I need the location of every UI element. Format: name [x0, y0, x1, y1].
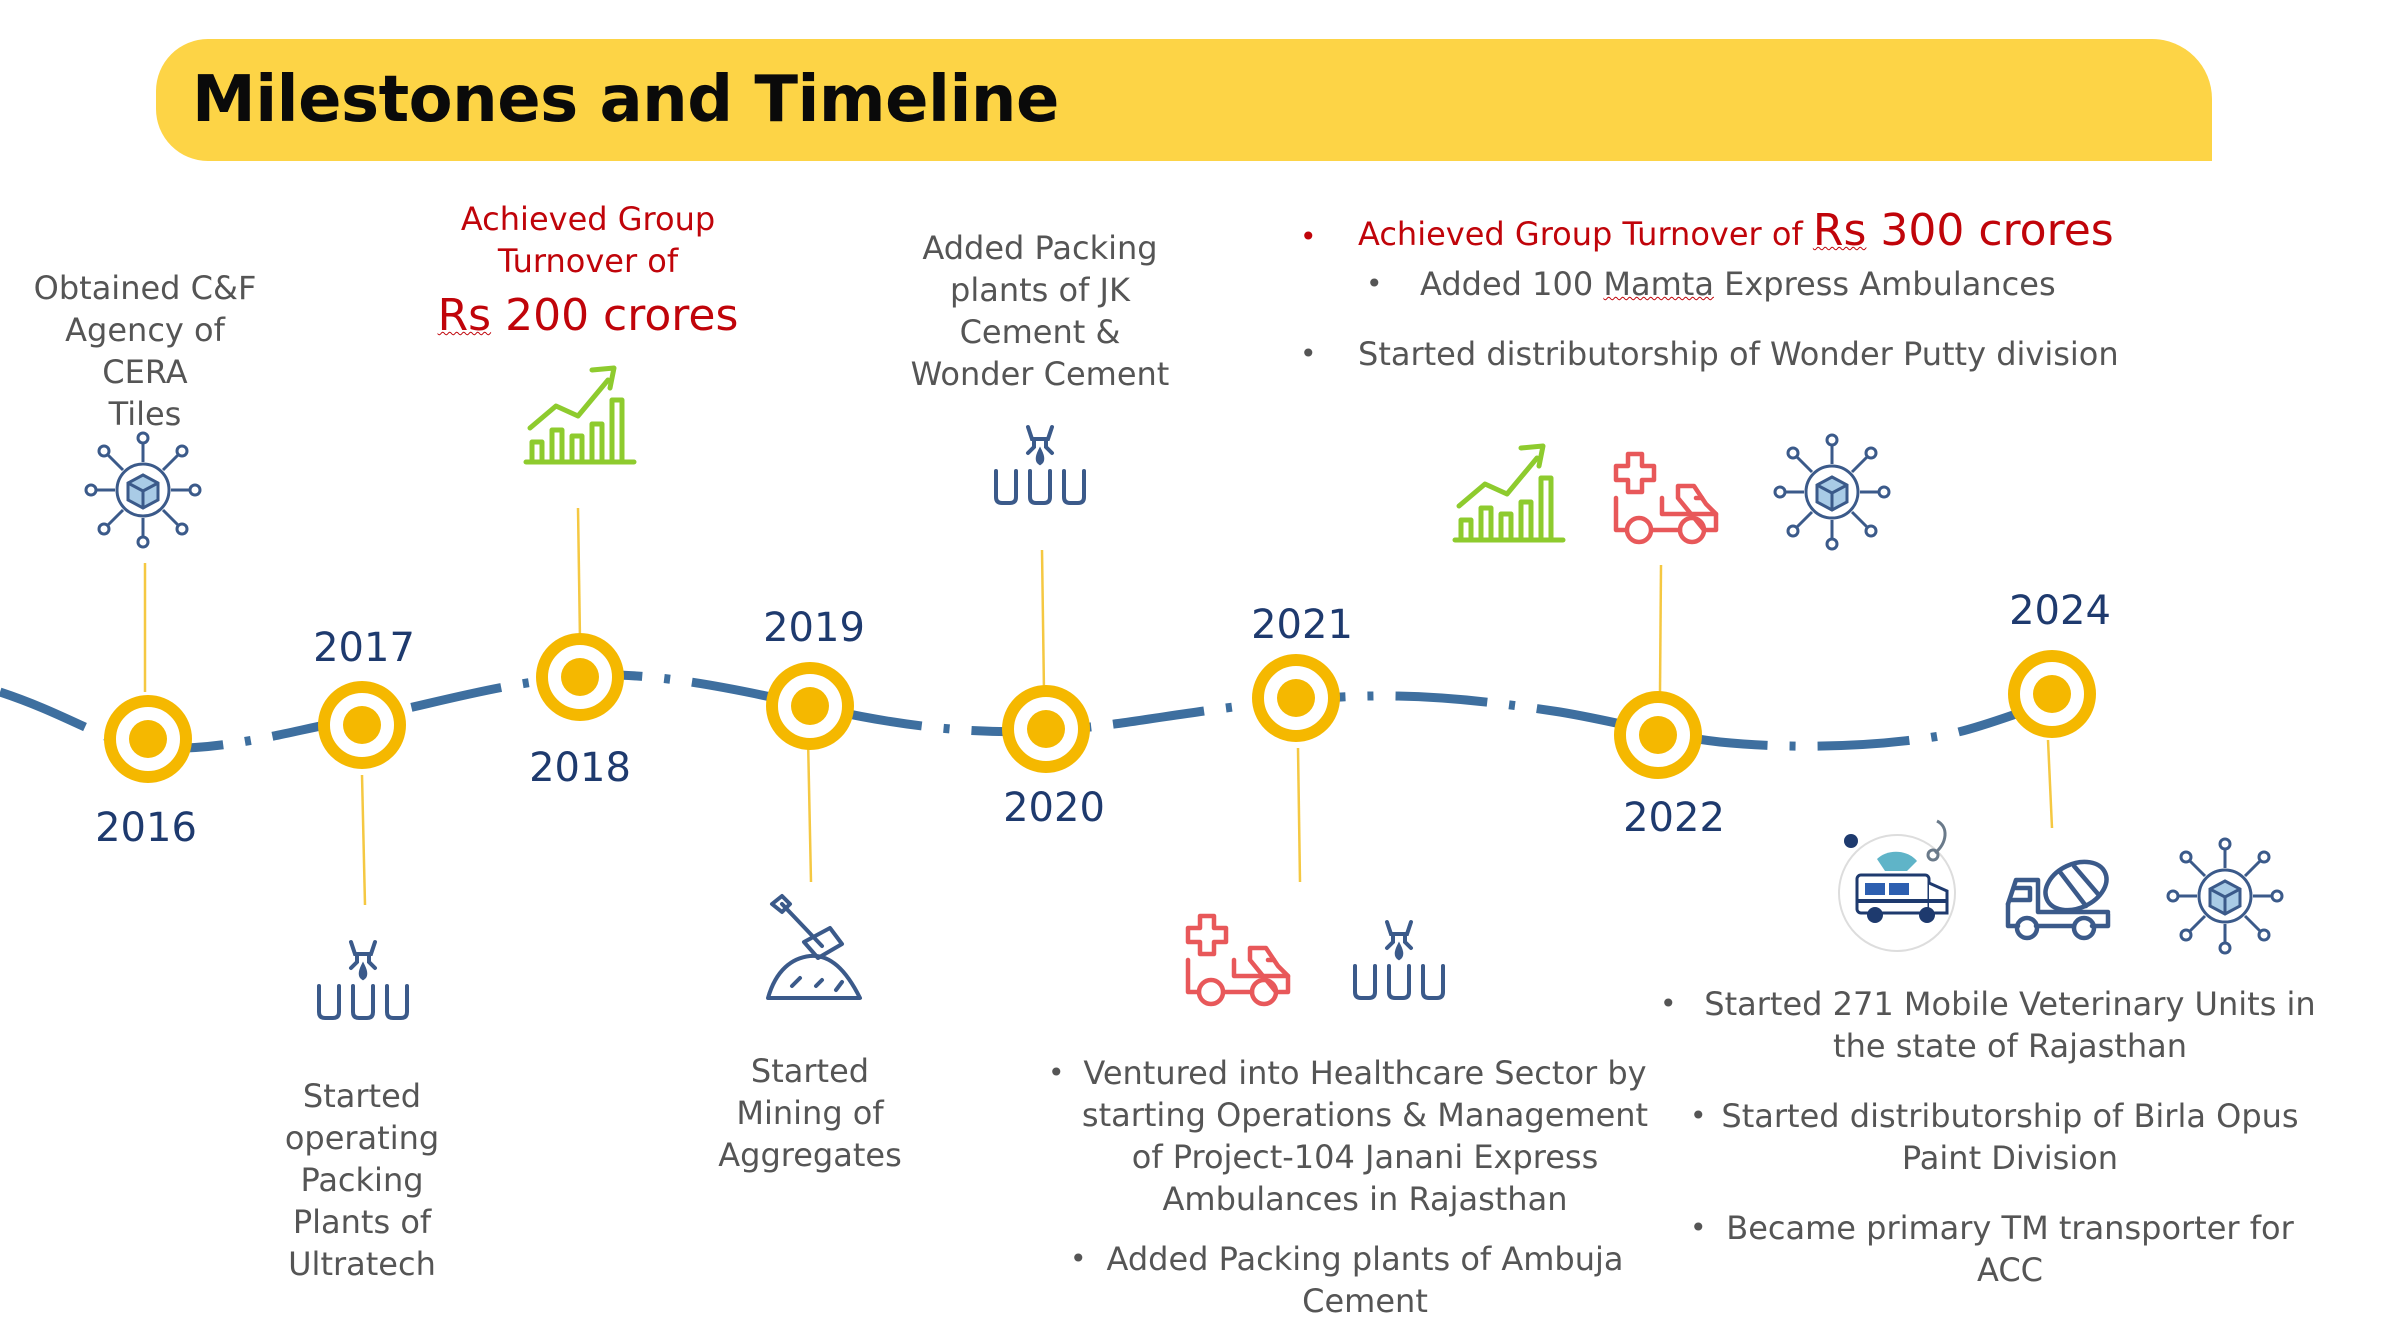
connector-2021	[1296, 747, 1302, 883]
year-label-2020: 2020	[1003, 785, 1105, 831]
year-label-2021: 2021	[1251, 602, 1353, 648]
page-title: Milestones and Timeline	[192, 63, 1059, 137]
node-2016	[104, 695, 192, 783]
list-item: • Started distributorship of Birla Opus …	[1690, 1097, 2299, 1177]
node-2019	[766, 662, 854, 750]
node-2017	[318, 681, 406, 769]
list-item: • Started 271 Mobile Veterinary Units in…	[1660, 985, 2316, 1065]
node-2020	[1002, 685, 1090, 773]
milestone-2024-list: • Started 271 Mobile Veterinary Units in…	[1660, 983, 2340, 1291]
milestone-2016-caption: Obtained C&F Agency of CERA Tiles	[33, 269, 257, 433]
node-2021	[1252, 654, 1340, 742]
list-item: • Added 100 Achieved Group Turnover of R…	[1300, 205, 2114, 256]
node-2024	[2008, 650, 2096, 738]
mining-shovel-icon: LINE	[766, 894, 862, 1000]
packing-plant-icon	[1353, 920, 1445, 1000]
list-item: • Ventured into Healthcare Sector by sta…	[1048, 1054, 1649, 1218]
year-label-2016: 2016	[95, 805, 197, 851]
connector-2020	[1040, 549, 1046, 693]
node-2018	[536, 633, 624, 721]
growth-chart-icon	[523, 365, 637, 465]
milestone-2020-caption: Added Packing plants of JK Cement & Wond…	[910, 229, 1170, 393]
connector-2019	[806, 737, 813, 883]
milestone-2018-caption: Achieved Group Turnover of Rs 200 crores	[437, 200, 739, 341]
veterinary-van-icon	[1838, 819, 1956, 952]
mixer-truck-icon	[2005, 859, 2111, 941]
milestone-2022-list: • Added 100 Achieved Group Turnover of R…	[1300, 205, 2120, 375]
list-item: • Added Packing plants of Ambuja Cement	[1070, 1240, 1624, 1320]
year-label-2022: 2022	[1623, 795, 1725, 841]
packing-plant-icon	[317, 940, 409, 1020]
milestone-2019-caption: Started Mining of Aggregates	[718, 1052, 902, 1174]
year-label-2017: 2017	[313, 625, 415, 671]
year-label-2024: 2024	[2009, 588, 2111, 634]
growth-chart-icon	[1452, 443, 1566, 543]
connector-2018	[576, 507, 582, 641]
list-item: • Added 100 Mamta Express Ambulances	[1366, 265, 2056, 303]
ambulance-cross-icon	[1613, 451, 1719, 545]
title-band: Milestones and Timeline	[156, 39, 2212, 161]
list-item: • Became primary TM transporter for ACC	[1690, 1209, 2294, 1289]
connector-2022	[1658, 564, 1663, 693]
connector-2017	[360, 774, 367, 906]
milestone-2017-caption: Started operating Packing Plants of Ultr…	[284, 1077, 440, 1283]
packing-plant-icon	[994, 425, 1086, 505]
node-2022	[1614, 691, 1702, 779]
ambulance-cross-icon	[1185, 913, 1291, 1007]
network-cube-icon	[84, 431, 202, 549]
network-cube-icon	[1773, 433, 1891, 551]
list-item: • Started distributorship of Wonder Putt…	[1300, 335, 2119, 373]
network-cube-icon	[2166, 837, 2284, 955]
milestone-2021-list: • Ventured into Healthcare Sector by sta…	[1040, 1052, 1660, 1322]
year-label-2019: 2019	[763, 605, 865, 651]
connector-2024	[2046, 739, 2054, 829]
year-label-2018: 2018	[529, 745, 631, 791]
